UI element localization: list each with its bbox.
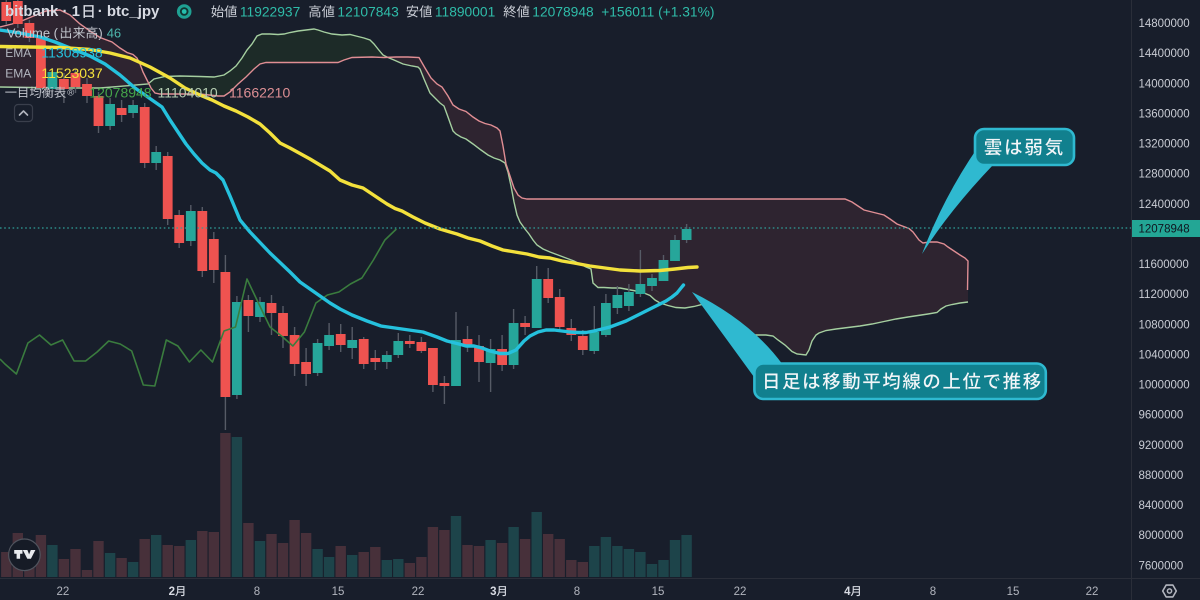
svg-text:13600000: 13600000	[1139, 108, 1190, 120]
svg-text:10400000: 10400000	[1139, 349, 1190, 361]
svg-text:Volume (: Volume (	[7, 25, 59, 40]
svg-text:12107843: 12107843	[337, 4, 399, 19]
svg-text:EMA: EMA	[5, 46, 31, 60]
svg-text:4: 4	[844, 586, 851, 598]
svg-text:15: 15	[1007, 586, 1020, 598]
svg-text:22: 22	[734, 586, 747, 598]
svg-text:15: 15	[652, 586, 665, 598]
svg-text:9200000: 9200000	[1139, 440, 1184, 452]
svg-text:14400000: 14400000	[1139, 48, 1190, 60]
svg-text:7600000: 7600000	[1139, 560, 1184, 572]
svg-text:EMA: EMA	[5, 66, 31, 80]
svg-text:11523037: 11523037	[41, 65, 102, 81]
svg-text:8400000: 8400000	[1139, 500, 1184, 512]
svg-text:): )	[98, 25, 102, 40]
svg-text:14800000: 14800000	[1139, 18, 1190, 30]
svg-text:2: 2	[169, 586, 175, 598]
svg-text:bitbank · 1: bitbank · 1	[5, 3, 80, 20]
svg-text:9600000: 9600000	[1139, 410, 1184, 422]
svg-text:®: ®	[67, 88, 74, 99]
svg-text:11922937: 11922937	[240, 4, 300, 19]
svg-text:8000000: 8000000	[1139, 530, 1184, 542]
svg-text:10000000: 10000000	[1139, 380, 1190, 392]
svg-text:11600000: 11600000	[1139, 259, 1189, 271]
svg-text:3: 3	[490, 586, 496, 598]
svg-text:15: 15	[332, 586, 345, 598]
svg-text:12400000: 12400000	[1139, 199, 1190, 211]
svg-text:22: 22	[57, 586, 70, 598]
svg-text:11200000: 11200000	[1139, 289, 1189, 301]
svg-text:22: 22	[412, 586, 425, 598]
svg-text:46: 46	[107, 25, 121, 40]
svg-text:11662210: 11662210	[229, 84, 290, 100]
svg-text:13200000: 13200000	[1139, 139, 1190, 151]
svg-text:8: 8	[574, 586, 580, 598]
svg-text:12078948: 12078948	[532, 4, 594, 19]
svg-text:14000000: 14000000	[1139, 78, 1190, 90]
svg-text:· btc_jpy: · btc_jpy	[98, 3, 160, 20]
svg-text:8: 8	[930, 586, 936, 598]
svg-text:22: 22	[1086, 586, 1099, 598]
svg-text:8: 8	[254, 586, 260, 598]
svg-text:11104010: 11104010	[158, 84, 218, 100]
svg-text:+156011 (+1.31%): +156011 (+1.31%)	[601, 4, 714, 19]
svg-text:12078948: 12078948	[1139, 224, 1190, 236]
svg-text:10800000: 10800000	[1139, 319, 1190, 331]
svg-text:8800000: 8800000	[1139, 470, 1184, 482]
svg-text:11890001: 11890001	[435, 4, 495, 19]
svg-text:12078948: 12078948	[89, 84, 152, 100]
svg-text:12800000: 12800000	[1139, 169, 1190, 181]
svg-text:11308938: 11308938	[41, 45, 102, 61]
